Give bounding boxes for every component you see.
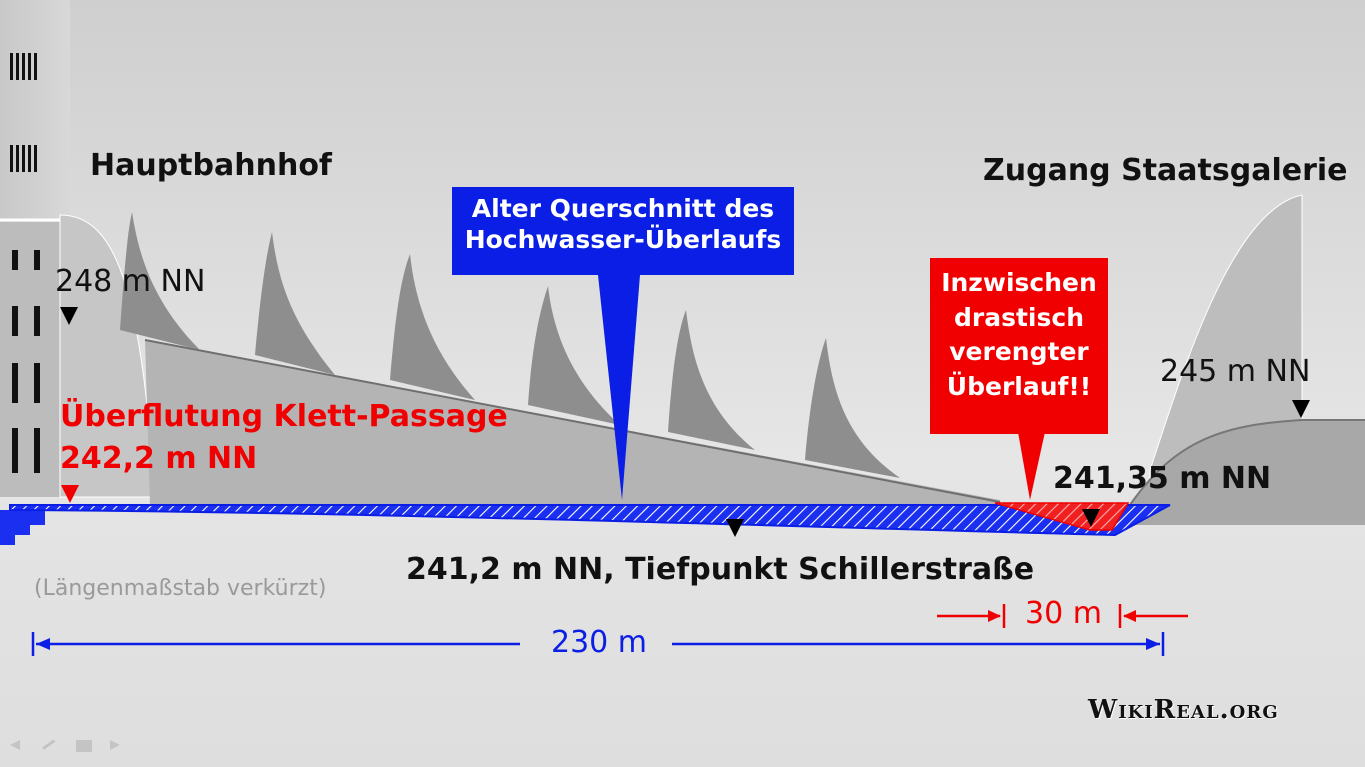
marker-low-point: [726, 519, 744, 537]
wikireal-logo: WikiReal.org: [1088, 697, 1279, 723]
elevation-245-label: 245 m NN: [1160, 357, 1310, 387]
narrowed-line4: Überlauf!!: [930, 370, 1108, 405]
hauptbahnhof-label: Hauptbahnhof: [90, 151, 332, 181]
flood-title-label: Überflutung Klett-Passage: [60, 402, 508, 432]
flood-elevation-label: 242,2 m NN: [60, 444, 257, 474]
old-section-line2: Hochwasser-Überlaufs: [452, 224, 794, 255]
scale-note: (Längenmaßstab verkürzt): [34, 578, 326, 600]
elevation-248-label: 248 m NN: [55, 267, 205, 297]
old-section-callout: Alter Querschnitt des Hochwasser-Überlau…: [452, 187, 794, 275]
distance-230-label: 230 m: [551, 628, 647, 658]
old-section-line1: Alter Querschnitt des: [452, 193, 794, 224]
elevation-24135-label: 241,35 m NN: [1053, 464, 1271, 494]
staatsgalerie-label: Zugang Staatsgalerie: [983, 156, 1348, 186]
narrowed-line1: Inzwischen: [930, 266, 1108, 301]
narrowed-line2: drastisch: [930, 301, 1108, 336]
station-building: [0, 0, 70, 222]
overflow-channel: [10, 505, 1170, 535]
narrowed-line3: verengter: [930, 335, 1108, 370]
distance-30-label: 30 m: [1025, 599, 1102, 629]
narrowed-callout: Inzwischen drastisch verengter Überlauf!…: [930, 258, 1108, 434]
low-point-label: 241,2 m NN, Tiefpunkt Schillerstraße: [406, 555, 1034, 585]
red-callout-pointer: [1018, 432, 1045, 500]
